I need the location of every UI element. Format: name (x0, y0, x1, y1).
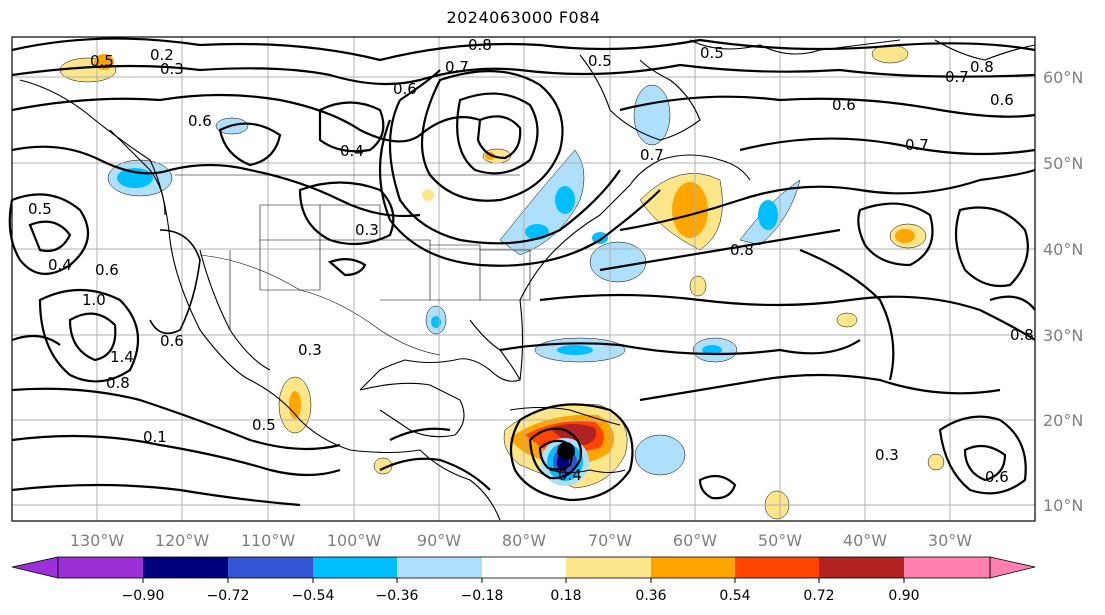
colorbar-tick-label: 0.54 (719, 588, 750, 604)
contour-label: 0.6 (188, 112, 212, 130)
colorbar-segment (397, 557, 482, 578)
colorbar-segment (566, 557, 651, 578)
colorbar-segment (313, 557, 398, 578)
storm-center-marker (557, 442, 575, 460)
contour-label: 0.7 (640, 146, 664, 164)
lon-label: 90°W (417, 531, 461, 550)
colorbar-tick-label: −0.18 (461, 588, 504, 604)
colorbar: −0.90 −0.72 −0.54 −0.36 −0.18 0.18 0.36 … (11, 556, 1036, 604)
contour-label: 0.6 (393, 80, 417, 98)
contour-label: 0.5 (90, 52, 114, 70)
contour-label: 0.6 (95, 261, 119, 279)
colorbar-tick-label: −0.90 (122, 588, 165, 604)
map-title: 2024063000 F084 (446, 8, 601, 27)
colorbar-segment (819, 557, 904, 578)
lat-label: 40°N (1043, 240, 1083, 259)
colorbar-tick-label: −0.36 (376, 588, 419, 604)
lon-label: 60°W (673, 531, 717, 550)
contour-label: 0.2 (150, 46, 174, 64)
lon-label: 70°W (588, 531, 632, 550)
lat-label: 10°N (1043, 496, 1083, 515)
contour-label: 0.8 (106, 374, 130, 392)
contour-label: 0.6 (832, 96, 856, 114)
colorbar-tick-label: −0.72 (207, 588, 250, 604)
contour-label: 0.6 (990, 91, 1014, 109)
contour-label: 0.5 (252, 416, 276, 434)
lon-label: 40°W (843, 531, 887, 550)
longitude-labels: 130°W 120°W 110°W 100°W 90°W 80°W 70°W 6… (70, 531, 972, 550)
lon-label: 100°W (327, 531, 382, 550)
contour-label: 0.8 (468, 36, 492, 54)
coastlines (19, 39, 1036, 521)
contour-label: 1.4 (110, 348, 134, 366)
lat-label: 60°N (1043, 68, 1083, 87)
contour-label: 0.3 (875, 446, 899, 464)
contour-label: 0.1 (143, 428, 167, 446)
lon-label: 80°W (502, 531, 546, 550)
political-borders (175, 174, 531, 356)
contour-label: 0.4 (340, 142, 364, 160)
lon-label: 130°W (70, 531, 125, 550)
colorbar-extend-low (11, 556, 59, 579)
colorbar-tick-label: 0.90 (888, 588, 919, 604)
contour-label: 0.5 (700, 44, 724, 62)
contour-label: 1.0 (82, 291, 106, 309)
colorbar-segment (58, 557, 144, 578)
lon-label: 50°W (758, 531, 802, 550)
colorbar-tick-label: 0.18 (550, 588, 581, 604)
colorbar-tick-label: 0.72 (803, 588, 834, 604)
contour-label: 0.7 (905, 136, 929, 154)
colorbar-extend-high (989, 556, 1036, 579)
colorbar-segment (651, 557, 736, 578)
colorbar-segment (735, 557, 820, 578)
contour-label: 0.3 (298, 341, 322, 359)
contour-label: 0.8 (970, 58, 994, 76)
latitude-labels: 60°N 50°N 40°N 30°N 20°N 10°N (1043, 68, 1083, 515)
map-frame (11, 36, 1036, 522)
contour-label: 0.7 (445, 58, 469, 76)
lat-label: 50°N (1043, 154, 1083, 173)
contour-label: 0.3 (160, 60, 184, 78)
contour-labels: 0.2 0.3 0.5 0.8 0.5 0.5 0.8 0.7 0.6 0.6 … (28, 36, 1034, 486)
lon-label: 120°W (155, 531, 210, 550)
contour-label: 0.7 (945, 68, 969, 86)
colorbar-segment (228, 557, 313, 578)
lon-label: 30°W (928, 531, 972, 550)
contour-label: 0.6 (160, 332, 184, 350)
contour-label: 0.4 (558, 466, 582, 484)
colorbar-segment (143, 557, 228, 578)
contours (8, 37, 1036, 507)
colorbar-tick-label: −0.54 (292, 588, 335, 604)
lat-label: 30°N (1043, 326, 1083, 345)
contour-label: 0.5 (28, 200, 52, 218)
contour-label: 0.5 (588, 52, 612, 70)
colorbar-segment (482, 557, 567, 578)
colorbar-segment (904, 557, 990, 578)
contour-label: 0.4 (48, 256, 72, 274)
contour-label: 0.8 (1010, 326, 1034, 344)
lat-label: 20°N (1043, 411, 1083, 430)
contour-label: 0.6 (985, 468, 1009, 486)
colorbar-tick-label: 0.36 (635, 588, 666, 604)
contour-label: 0.3 (355, 221, 379, 239)
contour-label: 0.8 (730, 241, 754, 259)
lon-label: 110°W (241, 531, 296, 550)
